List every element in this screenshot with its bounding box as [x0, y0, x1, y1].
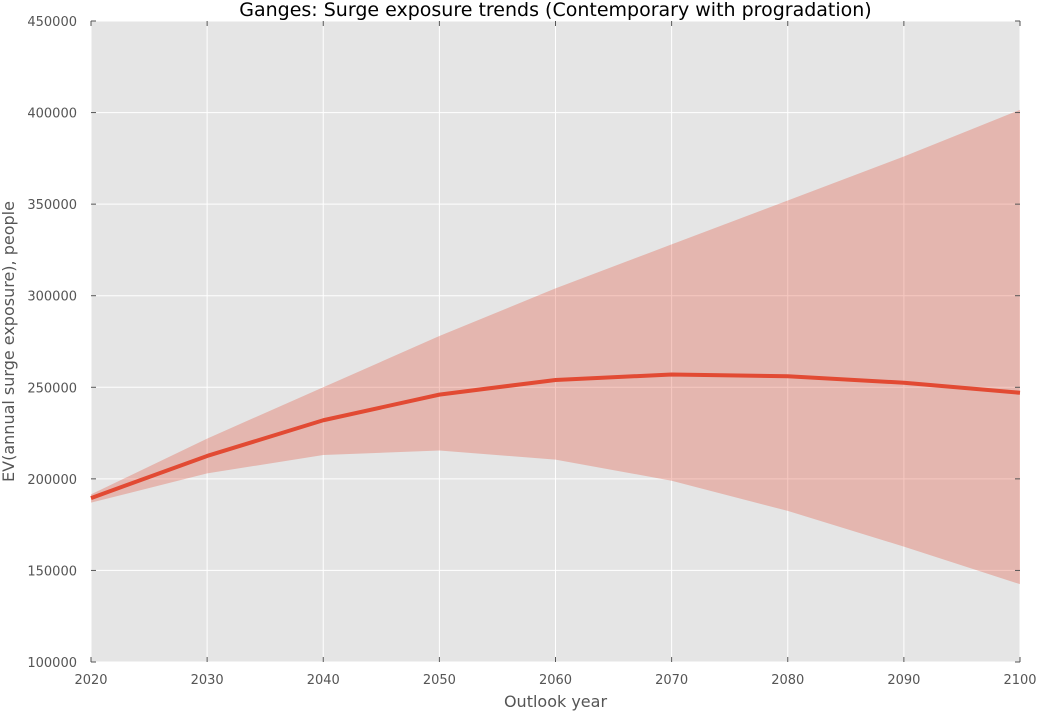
y-tick-label: 300000 [27, 290, 77, 305]
x-tick-label: 2090 [887, 673, 920, 688]
y-tick-label: 150000 [27, 564, 77, 579]
y-tick-label: 100000 [27, 656, 77, 671]
y-axis-title: EV(annual surge exposure), people [0, 201, 18, 482]
chart-title: Ganges: Surge exposure trends (Contempor… [239, 0, 871, 21]
series-line [90, 372, 1021, 500]
x-tick-label: 2030 [191, 673, 224, 688]
x-tick-label: 2020 [74, 673, 107, 688]
x-tick-label: 2070 [655, 673, 688, 688]
y-tick-label: 450000 [27, 15, 77, 30]
y-tick-label: 350000 [27, 198, 77, 213]
axis-ticks [90, 20, 1021, 663]
x-tick-label: 2100 [1003, 673, 1036, 688]
y-tick-label: 250000 [27, 381, 77, 396]
x-tick-label: 2040 [307, 673, 340, 688]
x-tick-labels: 2020 2030 2040 2050 2060 2070 2080 2090 2100 [74, 673, 1036, 688]
x-axis-title: Outlook year [504, 692, 608, 711]
y-tick-labels: 100000 150000 200000 250000 300000 350000 4000… [27, 15, 77, 671]
y-tick-label: 200000 [27, 473, 77, 488]
x-tick-label: 2060 [539, 673, 572, 688]
y-tick-label: 400000 [27, 107, 77, 122]
confidence-band [91, 109, 1020, 585]
x-tick-label: 2050 [423, 673, 456, 688]
x-tick-label: 2080 [771, 673, 804, 688]
